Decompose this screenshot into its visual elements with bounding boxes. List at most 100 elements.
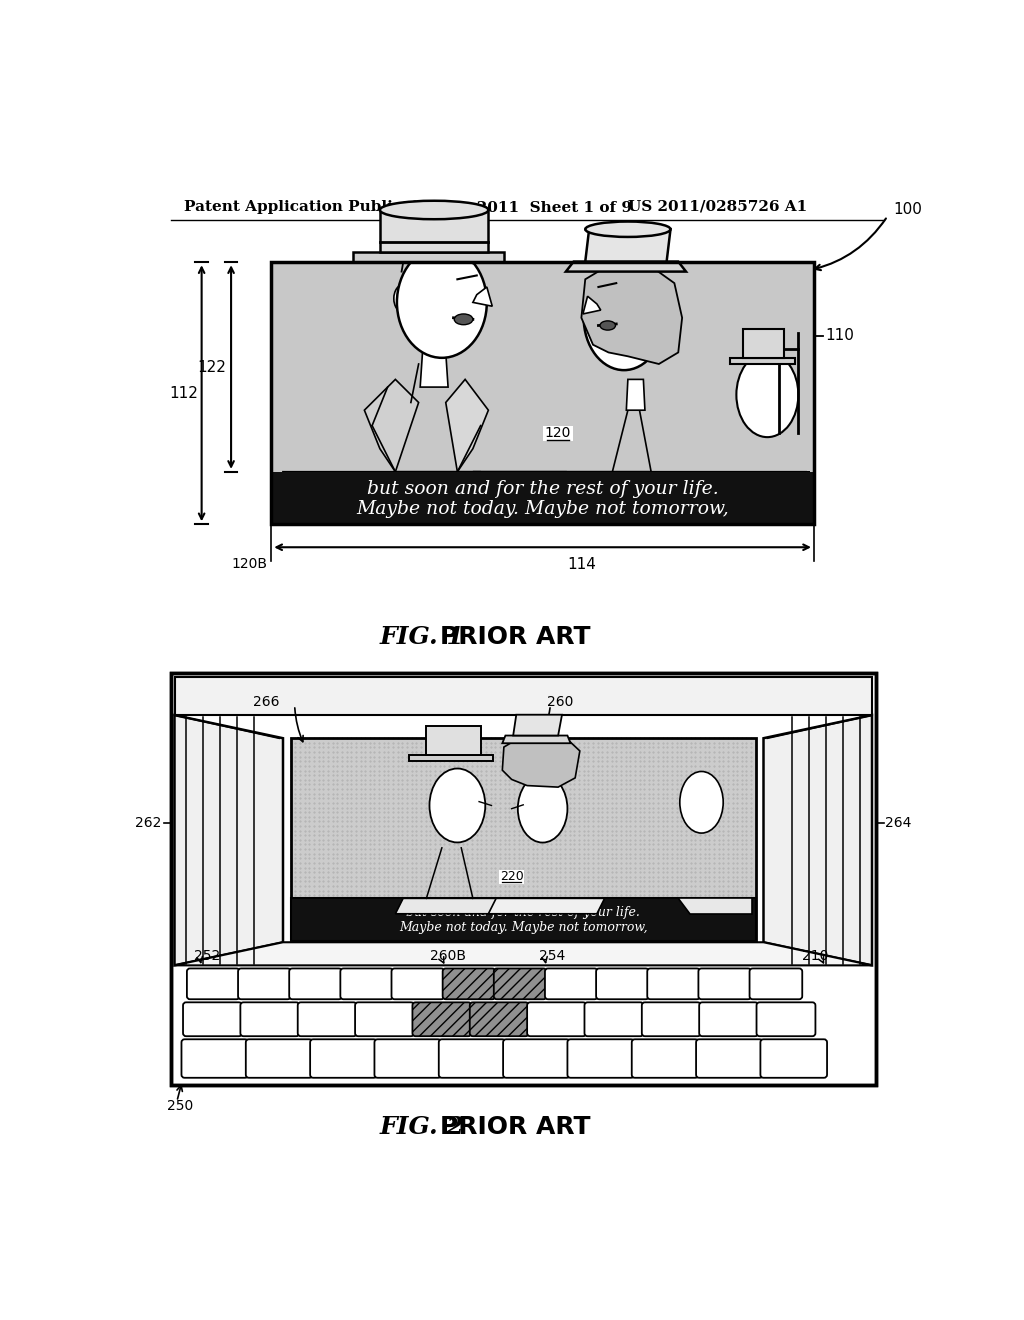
FancyBboxPatch shape bbox=[355, 1002, 414, 1036]
Text: PRIOR ART: PRIOR ART bbox=[440, 626, 591, 649]
Polygon shape bbox=[352, 252, 504, 263]
Ellipse shape bbox=[397, 247, 486, 358]
Ellipse shape bbox=[518, 775, 567, 842]
Bar bbox=[271, 263, 814, 524]
Text: 114: 114 bbox=[567, 557, 596, 572]
FancyBboxPatch shape bbox=[585, 1002, 643, 1036]
Polygon shape bbox=[513, 714, 562, 735]
Polygon shape bbox=[473, 286, 493, 306]
Polygon shape bbox=[445, 379, 488, 471]
Text: 264: 264 bbox=[885, 816, 911, 830]
Bar bbox=[291, 738, 756, 941]
Polygon shape bbox=[586, 230, 671, 261]
FancyBboxPatch shape bbox=[500, 870, 524, 884]
Text: 100: 100 bbox=[893, 202, 922, 218]
Text: 120: 120 bbox=[545, 426, 571, 441]
FancyBboxPatch shape bbox=[527, 1002, 586, 1036]
FancyBboxPatch shape bbox=[750, 969, 802, 999]
FancyBboxPatch shape bbox=[545, 969, 598, 999]
FancyBboxPatch shape bbox=[241, 1002, 299, 1036]
Polygon shape bbox=[380, 210, 488, 252]
Bar bbox=[291, 899, 756, 941]
Text: Maybe not today. Maybe not tomorrow,: Maybe not today. Maybe not tomorrow, bbox=[399, 921, 647, 935]
FancyBboxPatch shape bbox=[494, 969, 547, 999]
Text: 262: 262 bbox=[135, 816, 162, 830]
Bar bbox=[171, 673, 876, 1085]
Polygon shape bbox=[395, 899, 519, 913]
Polygon shape bbox=[730, 358, 795, 364]
Text: but soon and for the rest of your life.: but soon and for the rest of your life. bbox=[367, 479, 719, 498]
Bar bbox=[291, 899, 756, 941]
Ellipse shape bbox=[600, 321, 615, 330]
FancyBboxPatch shape bbox=[647, 969, 700, 999]
FancyBboxPatch shape bbox=[567, 1039, 634, 1077]
Text: 252: 252 bbox=[194, 949, 220, 964]
Polygon shape bbox=[503, 738, 580, 787]
Polygon shape bbox=[174, 942, 872, 965]
Polygon shape bbox=[174, 715, 283, 965]
Polygon shape bbox=[488, 899, 604, 913]
FancyBboxPatch shape bbox=[238, 969, 291, 999]
Text: but soon and for the rest of your life.: but soon and for the rest of your life. bbox=[407, 906, 640, 919]
Bar bbox=[271, 263, 814, 524]
FancyBboxPatch shape bbox=[442, 969, 496, 999]
FancyBboxPatch shape bbox=[642, 1002, 700, 1036]
Text: 260: 260 bbox=[547, 696, 572, 709]
Bar bbox=[171, 673, 876, 1085]
FancyBboxPatch shape bbox=[632, 1039, 698, 1077]
Text: 254: 254 bbox=[539, 949, 565, 964]
Polygon shape bbox=[473, 471, 806, 524]
Ellipse shape bbox=[736, 352, 799, 437]
Polygon shape bbox=[503, 735, 570, 743]
Polygon shape bbox=[583, 296, 601, 314]
FancyBboxPatch shape bbox=[181, 1039, 248, 1077]
Text: 250: 250 bbox=[167, 1100, 193, 1113]
FancyBboxPatch shape bbox=[696, 1039, 763, 1077]
FancyBboxPatch shape bbox=[310, 1039, 377, 1077]
Text: Patent Application Publication: Patent Application Publication bbox=[183, 199, 445, 214]
Polygon shape bbox=[426, 726, 480, 755]
FancyBboxPatch shape bbox=[761, 1039, 827, 1077]
Text: 110: 110 bbox=[825, 327, 854, 343]
Polygon shape bbox=[612, 248, 647, 272]
Text: FIG. 1: FIG. 1 bbox=[380, 626, 465, 649]
FancyBboxPatch shape bbox=[340, 969, 393, 999]
Ellipse shape bbox=[660, 298, 676, 322]
Bar bbox=[271, 471, 814, 524]
Text: PRIOR ART: PRIOR ART bbox=[440, 1115, 591, 1139]
Ellipse shape bbox=[394, 285, 413, 313]
Text: US 2011/0285726 A1: US 2011/0285726 A1 bbox=[628, 199, 807, 214]
Polygon shape bbox=[742, 330, 784, 358]
Text: 266: 266 bbox=[253, 696, 280, 709]
Polygon shape bbox=[426, 240, 473, 264]
Polygon shape bbox=[410, 755, 493, 760]
FancyBboxPatch shape bbox=[391, 969, 444, 999]
FancyBboxPatch shape bbox=[699, 1002, 758, 1036]
Text: Nov. 24, 2011  Sheet 1 of 9: Nov. 24, 2011 Sheet 1 of 9 bbox=[403, 199, 632, 214]
FancyBboxPatch shape bbox=[289, 969, 342, 999]
Polygon shape bbox=[365, 379, 419, 471]
Text: FIG. 2: FIG. 2 bbox=[380, 1115, 465, 1139]
Polygon shape bbox=[764, 715, 872, 965]
FancyBboxPatch shape bbox=[187, 969, 240, 999]
Text: Maybe not today. Maybe not tomorrow,: Maybe not today. Maybe not tomorrow, bbox=[356, 500, 729, 517]
FancyBboxPatch shape bbox=[438, 1039, 506, 1077]
Text: 260B: 260B bbox=[430, 949, 466, 964]
FancyBboxPatch shape bbox=[544, 425, 572, 441]
FancyBboxPatch shape bbox=[246, 1039, 312, 1077]
Polygon shape bbox=[582, 264, 682, 364]
Polygon shape bbox=[678, 899, 752, 913]
Ellipse shape bbox=[429, 768, 485, 842]
Text: 220: 220 bbox=[500, 870, 523, 883]
Polygon shape bbox=[174, 677, 872, 715]
Text: 120B: 120B bbox=[231, 557, 267, 572]
Bar bbox=[291, 738, 756, 941]
Ellipse shape bbox=[586, 222, 671, 238]
Ellipse shape bbox=[680, 771, 723, 833]
FancyBboxPatch shape bbox=[698, 969, 751, 999]
FancyBboxPatch shape bbox=[757, 1002, 815, 1036]
Ellipse shape bbox=[455, 314, 473, 325]
Ellipse shape bbox=[584, 265, 665, 370]
Text: 112: 112 bbox=[169, 385, 198, 401]
FancyBboxPatch shape bbox=[503, 1039, 569, 1077]
